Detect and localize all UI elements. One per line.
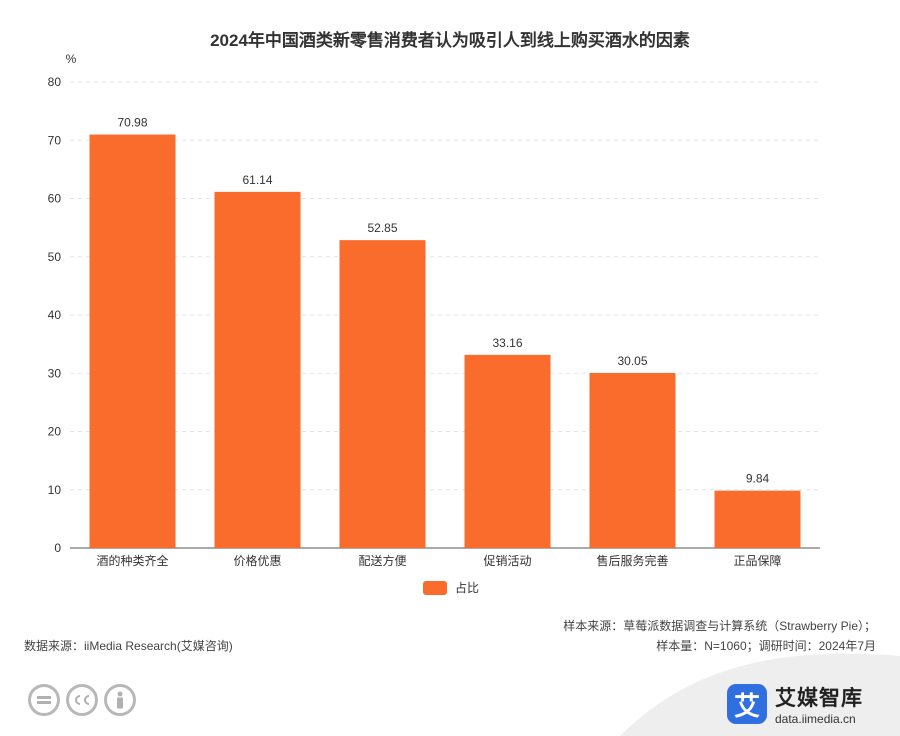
cc-icon <box>66 684 98 716</box>
legend-swatch <box>423 580 447 595</box>
data-label: 33.16 <box>492 336 522 350</box>
legend[interactable]: 占比 <box>423 579 479 596</box>
bar <box>464 354 551 548</box>
x-tick-label: 配送方便 <box>358 553 406 568</box>
bar <box>589 372 676 548</box>
bar <box>214 191 301 548</box>
bar <box>714 490 801 548</box>
y-tick-label: 0 <box>54 541 61 555</box>
x-tick-label: 正品保障 <box>733 553 781 568</box>
data-label: 9.84 <box>746 472 770 486</box>
chart-title: 2024年中国酒类新零售消费者认为吸引人到线上购买酒水的因素 <box>210 31 690 50</box>
sample-size: 样本量：N=1060；调研时间：2024年7月 <box>656 639 876 653</box>
brand[interactable]: 艾 艾媒智库 data.iimedia.cn <box>727 682 863 726</box>
y-axis-label: % <box>66 52 77 66</box>
bar <box>89 134 176 548</box>
x-tick-label: 售后服务完善 <box>596 553 668 568</box>
data-label: 61.14 <box>242 173 272 187</box>
y-tick-label: 40 <box>48 308 62 322</box>
y-tick-label: 60 <box>48 192 62 206</box>
x-tick-label: 酒的种类齐全 <box>96 553 168 568</box>
legend-label: 占比 <box>455 581 480 595</box>
sample-source: 样本来源：草莓派数据调查与计算系统（Strawberry Pie）； <box>563 619 876 633</box>
y-tick-label: 80 <box>48 75 62 89</box>
y-tick-label: 10 <box>48 483 62 497</box>
data-label: 30.05 <box>617 354 647 368</box>
license-icons <box>28 684 136 716</box>
x-tick-label: 价格优惠 <box>233 553 281 568</box>
bar <box>339 240 426 548</box>
y-tick-label: 70 <box>48 133 62 147</box>
y-tick-label: 50 <box>48 250 62 264</box>
person-icon <box>104 684 136 716</box>
brand-url: data.iimedia.cn <box>775 712 856 726</box>
x-tick-label: 促销活动 <box>483 554 531 568</box>
y-tick-label: 20 <box>48 425 62 439</box>
brand-name: 艾媒智库 <box>775 687 863 710</box>
equals-icon <box>28 684 60 716</box>
iimedia-logo-icon: 艾 <box>727 684 767 724</box>
data-label: 52.85 <box>367 221 397 235</box>
y-tick-label: 30 <box>48 366 62 380</box>
data-label: 70.98 <box>117 116 147 130</box>
data-source: 数据来源：iiMedia Research(艾媒咨询) <box>24 639 233 653</box>
bar-chart: % 0 10 20 30 40 50 60 70 80 70.98 酒的种类齐全 61.14 价格优惠 52… <box>48 52 820 568</box>
